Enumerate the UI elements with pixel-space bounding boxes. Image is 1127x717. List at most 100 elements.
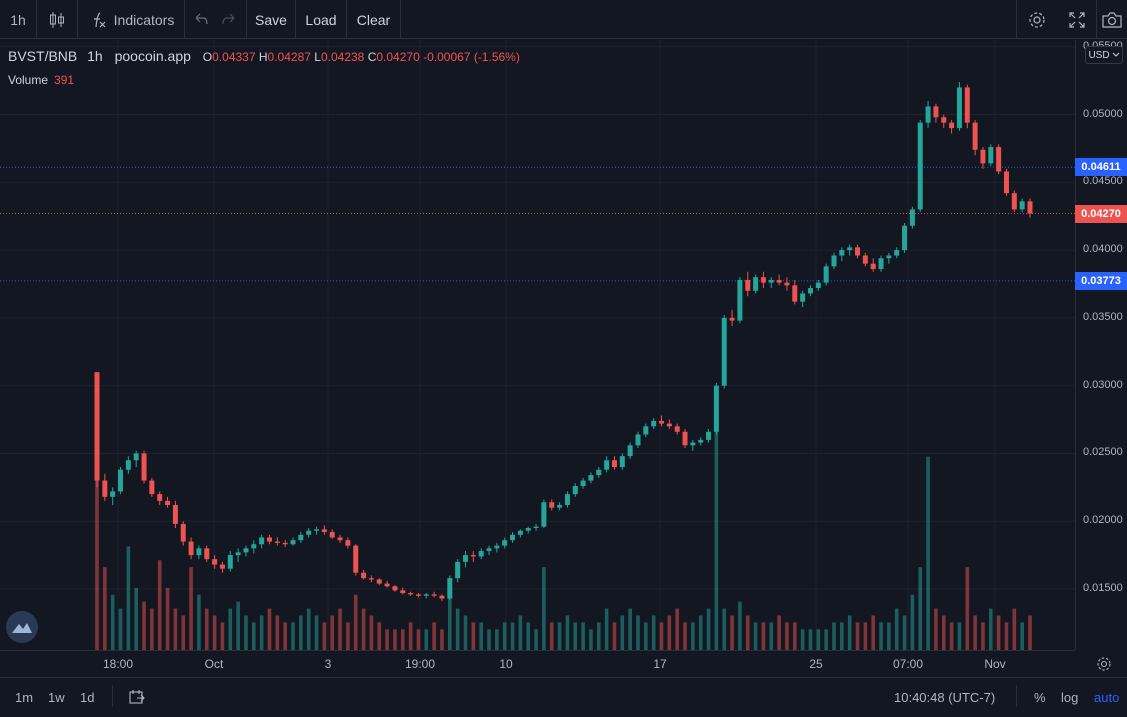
- volume-bar: [589, 629, 593, 650]
- screenshot-button[interactable]: [1097, 0, 1127, 39]
- volume-bar: [448, 580, 452, 650]
- price-chart[interactable]: [0, 40, 1075, 650]
- candle-body: [721, 317, 727, 386]
- candle-body: [886, 255, 892, 259]
- volume-bar: [1004, 622, 1009, 650]
- date-range-button[interactable]: [128, 677, 146, 717]
- currency-label: USD: [1088, 49, 1110, 61]
- currency-select[interactable]: USD: [1085, 46, 1123, 64]
- candle-body: [753, 277, 759, 291]
- volume-bar: [173, 608, 178, 650]
- undo-button[interactable]: [188, 0, 214, 39]
- time-axis[interactable]: [0, 650, 1075, 677]
- volume-bar: [965, 567, 970, 650]
- candle-body: [588, 475, 594, 481]
- candle-body: [839, 250, 845, 256]
- bottom-divider: [112, 685, 113, 707]
- percent-toggle[interactable]: %: [1034, 677, 1046, 717]
- candle-body: [219, 564, 225, 569]
- volume-bar: [487, 629, 491, 650]
- volume-bar: [847, 615, 852, 650]
- toolbar-divider: [1096, 0, 1097, 39]
- bottom-divider: [1016, 685, 1017, 707]
- range-1d-button[interactable]: 1d: [80, 677, 94, 717]
- candle-body: [737, 279, 743, 321]
- redo-button[interactable]: [216, 0, 242, 39]
- volume-bar: [346, 622, 350, 650]
- candle-body: [972, 122, 978, 150]
- volume-bar: [518, 615, 523, 650]
- candle-body: [392, 586, 398, 591]
- volume-bar: [926, 456, 930, 650]
- volume-bar: [1028, 615, 1032, 650]
- volume-bar: [785, 622, 789, 650]
- candle-body: [1027, 201, 1033, 214]
- price-tick-label: 0.03500: [1083, 310, 1123, 323]
- candle-body: [133, 453, 139, 461]
- toolbar-divider: [246, 0, 247, 39]
- load-button[interactable]: Load: [296, 0, 346, 39]
- save-button[interactable]: Save: [247, 0, 295, 39]
- volume-bar: [863, 622, 868, 650]
- volume-bar: [1012, 608, 1017, 650]
- volume-bar: [628, 608, 632, 650]
- volume-bar: [126, 546, 131, 650]
- price-axis[interactable]: [1075, 40, 1127, 650]
- volume-bar: [432, 622, 436, 650]
- volume-bar: [753, 622, 758, 650]
- chart-settings-button[interactable]: [1094, 654, 1114, 674]
- candle-body: [470, 555, 476, 557]
- volume-bar: [808, 629, 813, 650]
- candle-body: [290, 540, 296, 545]
- chart-settings-icon: [1097, 657, 1111, 671]
- volume-bar: [385, 629, 389, 650]
- price-tick-label: 0.01500: [1083, 582, 1123, 594]
- range-1m-button[interactable]: 1m: [15, 677, 33, 717]
- volume-bar: [667, 615, 672, 650]
- candle-body: [768, 279, 774, 283]
- volume-bar: [314, 615, 319, 650]
- clear-button[interactable]: Clear: [347, 0, 400, 39]
- volume-bar: [416, 629, 421, 650]
- log-toggle[interactable]: log: [1061, 677, 1078, 717]
- high-label: H: [258, 50, 268, 64]
- chart-type-button[interactable]: [37, 0, 77, 39]
- volume-bar: [549, 622, 554, 650]
- candle-body: [157, 494, 163, 501]
- auto-toggle[interactable]: auto: [1094, 677, 1119, 717]
- fullscreen-button[interactable]: [1058, 0, 1096, 39]
- candle-body: [941, 117, 947, 123]
- range-1w-label: 1w: [48, 689, 65, 705]
- price-tag: 0.04270: [1075, 204, 1127, 223]
- volume-bar: [157, 560, 162, 650]
- candle-body: [564, 494, 570, 505]
- candle-body: [776, 279, 782, 283]
- candle-body: [227, 555, 233, 569]
- candle-body: [251, 544, 257, 549]
- load-label: Load: [305, 11, 337, 28]
- indicators-button[interactable]: Indicators: [78, 0, 184, 39]
- volume-bar: [777, 615, 781, 650]
- volume-bar: [988, 608, 993, 650]
- range-1w-button[interactable]: 1w: [48, 677, 65, 717]
- volume-bar: [534, 629, 538, 650]
- volume-bar: [612, 622, 617, 650]
- volume-bar: [871, 615, 875, 650]
- volume-bar: [95, 380, 99, 650]
- clock-display[interactable]: 10:40:48 (UTC-7): [894, 677, 995, 717]
- candle-body: [706, 431, 712, 440]
- candle-body: [541, 502, 547, 527]
- candle-body: [1019, 201, 1025, 210]
- candle-body: [306, 530, 312, 535]
- toolbar-divider: [295, 0, 296, 39]
- settings-button[interactable]: [1018, 0, 1056, 39]
- percent-label: %: [1034, 689, 1046, 705]
- candle-body: [1011, 193, 1017, 210]
- volume-bar: [557, 622, 562, 650]
- interval-button[interactable]: 1h: [0, 0, 36, 39]
- candle-body: [627, 445, 633, 457]
- candle-body: [423, 594, 429, 596]
- volume-bar: [502, 622, 507, 650]
- tradingview-logo[interactable]: [6, 611, 38, 643]
- volume-bar: [1020, 622, 1024, 650]
